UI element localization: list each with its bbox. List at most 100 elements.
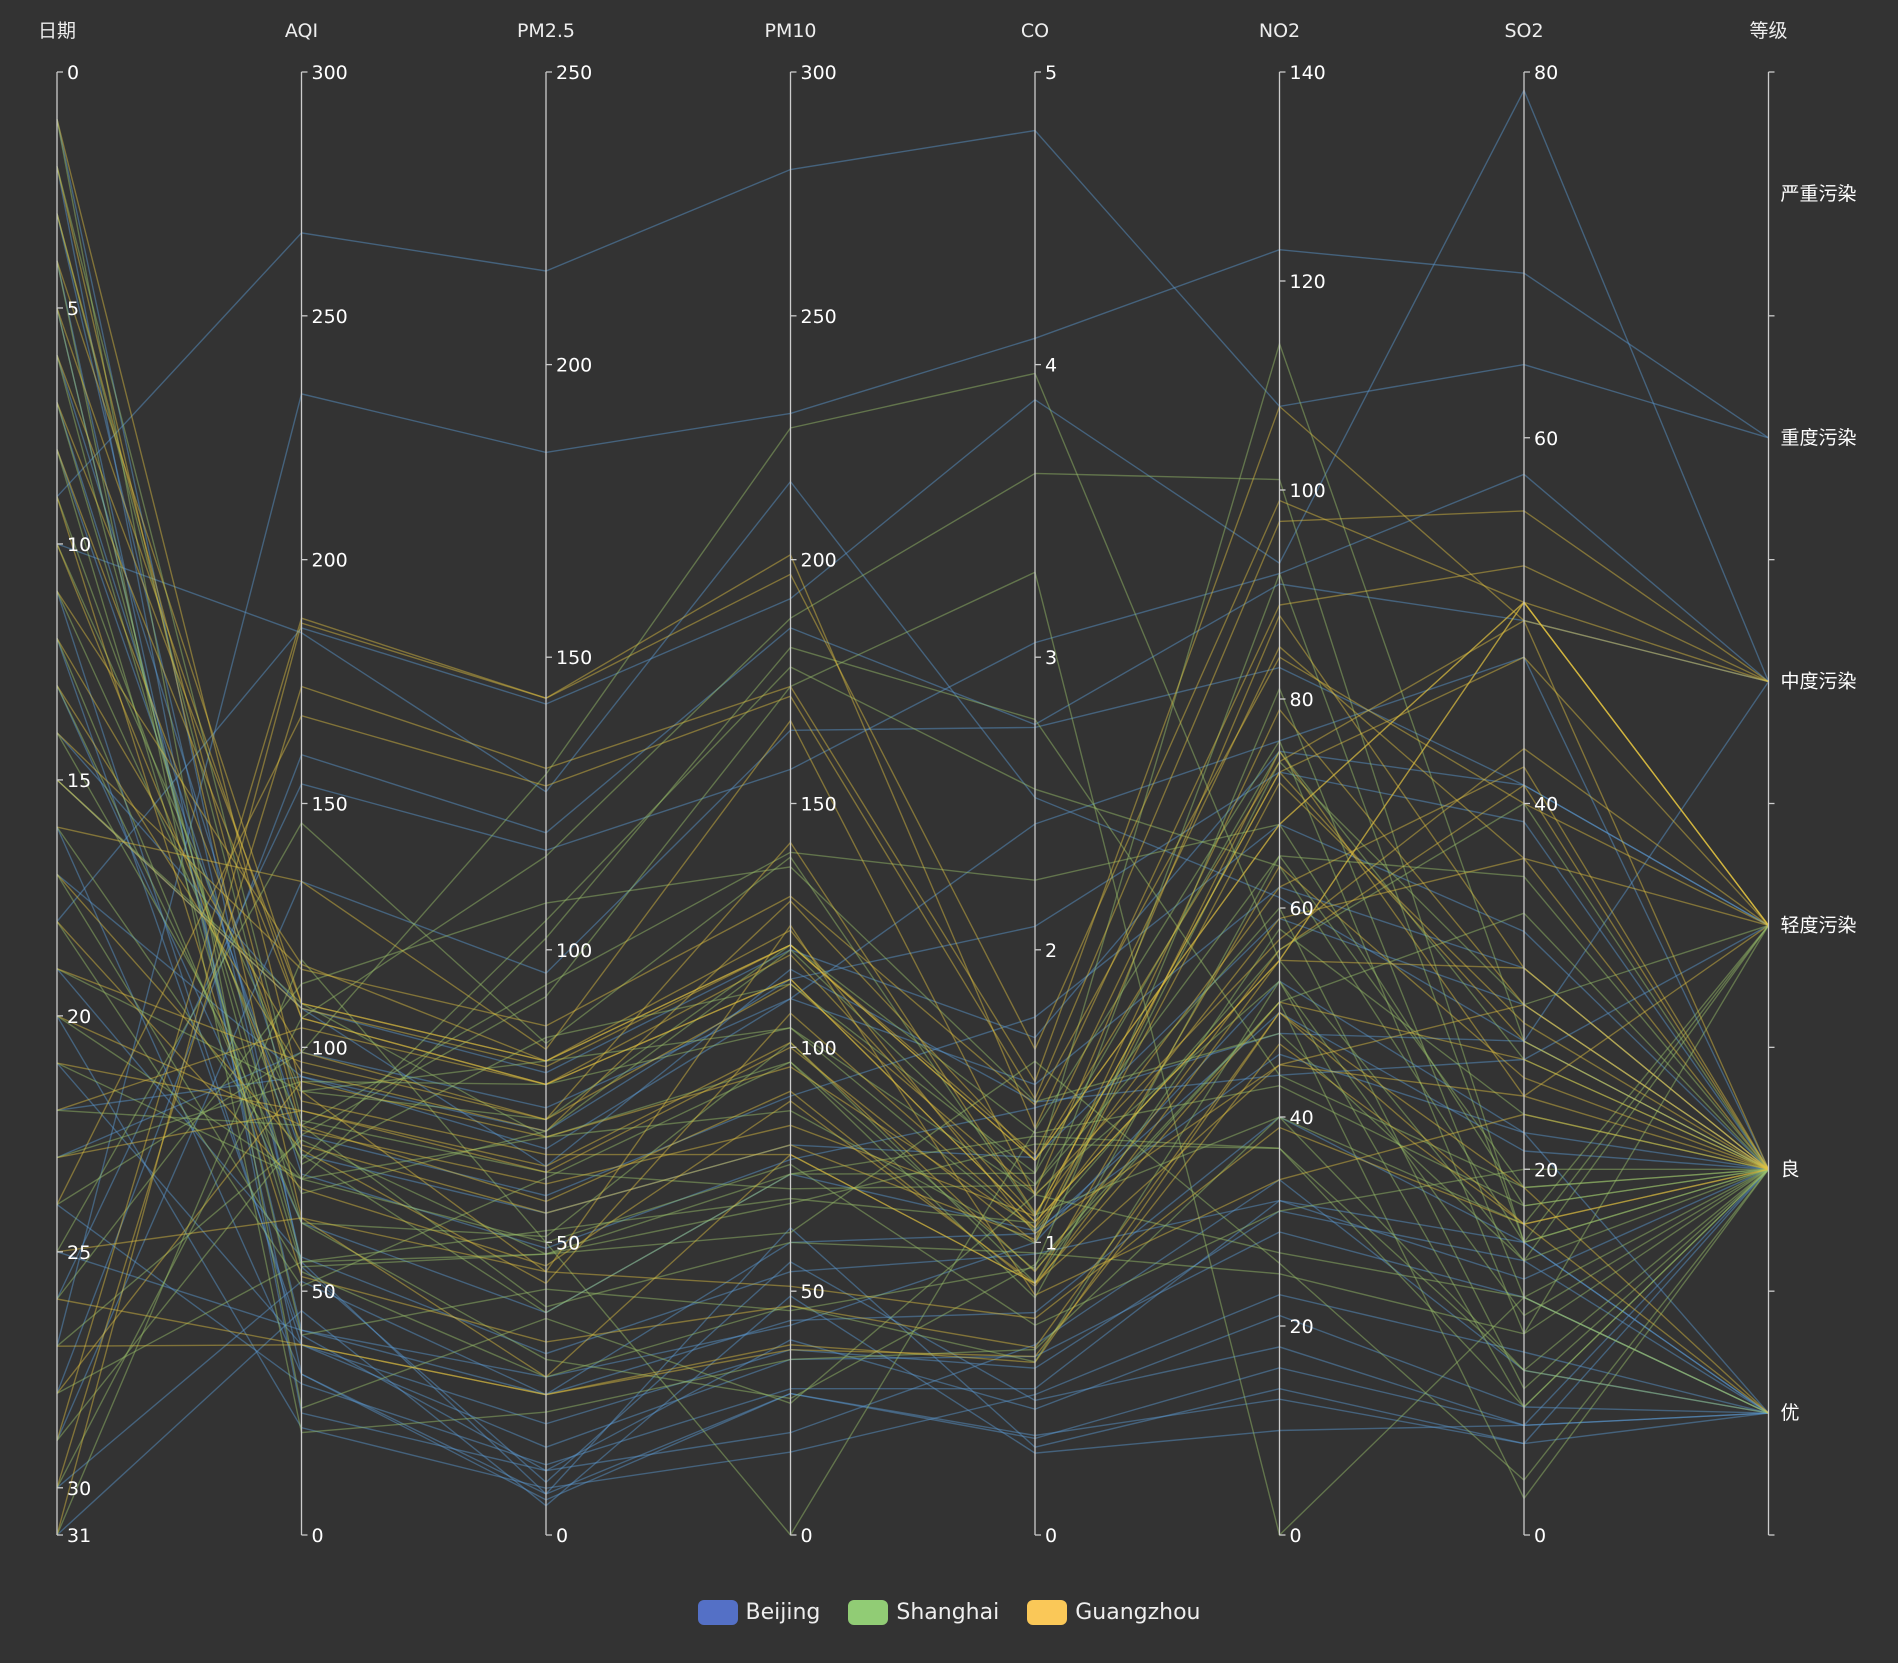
tick-label-pm10: 50 [801, 1281, 825, 1303]
tick-label-aqi: 0 [312, 1525, 324, 1547]
series-line-guangzhou-day-23 [56, 781, 1769, 1244]
tick-label-so2: 80 [1534, 62, 1558, 84]
series-line-beijing-day-14 [56, 732, 1769, 1074]
tick-label-no2: 100 [1290, 480, 1326, 502]
series-line-beijing-day-10 [56, 480, 1770, 1043]
series-line-guangzhou-day-12 [56, 637, 1770, 1215]
tick-label-level: 中度污染 [1781, 671, 1857, 693]
tick-label-pm25: 150 [556, 647, 592, 669]
series-line-shanghai-day-8 [56, 449, 1769, 1268]
axis-name-aqi: AQI [285, 20, 318, 42]
tick-label-aqi: 150 [312, 794, 348, 816]
series-line-shanghai-day-2 [56, 166, 1769, 1390]
legend-item-shanghai[interactable]: Shanghai [848, 1600, 999, 1625]
series-line-shanghai-day-19 [56, 944, 1769, 1207]
series-line-beijing-day-2 [56, 166, 1769, 1472]
series-line-shanghai-day-10 [56, 543, 1770, 1232]
series-line-guangzhou-day-29 [56, 499, 1769, 1441]
axis-name-date: 日期 [38, 20, 76, 42]
series-line-beijing-day-25 [56, 980, 1770, 1414]
series-line-guangzhou-day-8 [56, 449, 1769, 1285]
axis-date: 日期 0 5 10 15 20 25 30 31 [38, 20, 91, 1547]
series-line-guangzhou-day-17 [56, 857, 1770, 1285]
series-line-guangzhou-day-19 [56, 613, 1769, 1194]
tick-label-no2: 80 [1290, 689, 1314, 711]
tick-label-co: 4 [1045, 355, 1057, 377]
series-line-beijing-day-13 [56, 685, 1769, 1314]
series-line-shanghai-day-23 [56, 980, 1769, 1409]
tick-label-pm25: 100 [556, 940, 592, 962]
tick-label-so2: 40 [1534, 794, 1558, 816]
series-line-guangzhou-day-5 [56, 307, 1770, 1223]
series-line-guangzhou-day-10 [56, 543, 1769, 1241]
legend-swatch-beijing [697, 1600, 738, 1625]
series-line-beijing-day-28 [56, 583, 1769, 1394]
series-line-shanghai-day-5 [56, 307, 1769, 1414]
series-line-guangzhou-day-18 [56, 865, 1769, 1285]
series-line-beijing-day-4 [56, 260, 1769, 1495]
tick-label-aqi: 250 [312, 306, 348, 328]
axis-name-pm25: PM2.5 [517, 20, 575, 42]
axis-name-so2: SO2 [1504, 20, 1543, 42]
tick-label-date: 10 [67, 534, 91, 556]
series-line-shanghai-day-7 [56, 402, 1770, 1500]
tick-label-co: 2 [1045, 940, 1057, 962]
series-line-guangzhou-day-26 [56, 1042, 1769, 1414]
tick-label-pm10: 0 [801, 1525, 813, 1547]
series-line-shanghai-day-20 [56, 646, 1769, 1189]
series-line-guangzhou-day-24 [56, 510, 1769, 1205]
series-line-shanghai-day-31 [56, 739, 1770, 1537]
tick-label-no2: 40 [1290, 1107, 1314, 1129]
legend-item-guangzhou[interactable]: Guangzhou [1027, 1600, 1201, 1625]
series-line-beijing-day-23 [56, 656, 1770, 1170]
axis-co: CO 0 1 2 3 4 5 [1021, 20, 1057, 1547]
tick-label-co: 1 [1045, 1232, 1057, 1254]
tick-label-no2: 120 [1290, 271, 1326, 293]
tick-label-pm25: 0 [556, 1525, 568, 1547]
tick-label-pm10: 150 [801, 794, 837, 816]
legend-label-guangzhou: Guangzhou [1075, 1600, 1201, 1625]
series-line-guangzhou-day-16 [56, 719, 1769, 1197]
series-line-guangzhou-day-6 [56, 354, 1770, 1162]
tick-label-co: 5 [1045, 62, 1057, 84]
series-line-guangzhou-day-3 [56, 213, 1769, 1217]
axis-no2: NO2 0 20 40 60 80 100 120 140 [1259, 20, 1326, 1547]
legend-item-beijing[interactable]: Beijing [697, 1600, 821, 1625]
tick-label-aqi: 50 [312, 1281, 336, 1303]
series-line-shanghai-day-17 [56, 873, 1769, 1378]
legend-label-beijing: Beijing [745, 1600, 821, 1625]
series-line-guangzhou-day-20 [56, 959, 1769, 1288]
tick-label-so2: 0 [1534, 1525, 1546, 1547]
series-line-guangzhou-day-25 [56, 1126, 1769, 1320]
series-line-shanghai-day-12 [56, 638, 1769, 1284]
series-guangzhou [56, 119, 1770, 1536]
series-line-guangzhou-day-7 [56, 402, 1770, 1223]
series-line-guangzhou-day-22 [56, 656, 1770, 1218]
series-line-guangzhou-day-27 [56, 1011, 1769, 1414]
tick-label-so2: 60 [1534, 428, 1558, 450]
series-line-guangzhou-day-15 [56, 645, 1769, 1156]
series-line-shanghai-day-25 [56, 821, 1770, 1253]
tick-label-no2: 60 [1290, 898, 1314, 920]
series-line-beijing-day-26 [56, 473, 1769, 1300]
tick-label-date: 30 [67, 1478, 91, 1500]
series-line-shanghai-day-30 [56, 472, 1770, 1489]
tick-label-pm25: 50 [556, 1232, 580, 1254]
tick-label-pm25: 200 [556, 355, 592, 377]
legend-swatch-guangzhou [1027, 1600, 1068, 1625]
tick-label-date: 5 [67, 298, 79, 320]
tick-label-pm25: 250 [556, 62, 592, 84]
axis-so2: SO2 0 20 40 60 80 [1504, 20, 1558, 1547]
series-line-shanghai-day-28 [56, 1143, 1769, 1395]
series-line-shanghai-day-21 [56, 1062, 1769, 1326]
series-line-guangzhou-day-11 [56, 590, 1769, 1235]
tick-label-pm10: 250 [801, 306, 837, 328]
tick-label-date: 31 [67, 1525, 91, 1547]
series-shanghai [56, 119, 1770, 1537]
series-line-shanghai-day-15 [56, 760, 1769, 1245]
series-line-beijing-day-18 [56, 88, 1770, 922]
series-line-guangzhou-day-13 [56, 619, 1770, 1170]
series-line-shanghai-day-18 [56, 854, 1769, 1299]
series-line-guangzhou-day-14 [56, 656, 1769, 1106]
